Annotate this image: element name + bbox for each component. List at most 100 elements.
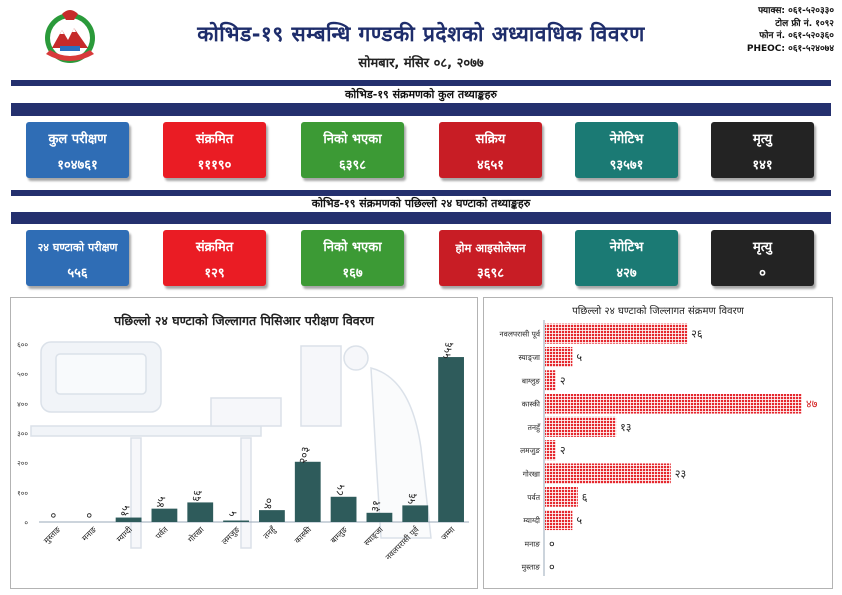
- pcr-bar: [187, 502, 214, 522]
- daily-home-isolation-card: होम आइसोलेसन ३६९८: [439, 230, 542, 286]
- infection-chart-panel: पछिल्लो २४ घण्टाको जिल्लागत संक्रमण विवर…: [483, 297, 833, 589]
- page-title: कोभिड-१९ सम्बन्धि गण्डकी प्रदेशको अध्याव…: [197, 22, 645, 46]
- card-value: १२९: [204, 266, 225, 281]
- pcr-category-label: कास्की: [292, 524, 314, 546]
- divider-top: [11, 80, 831, 86]
- infection-value-label: ४७: [806, 398, 818, 411]
- infection-chart-title: पछिल्लो २४ घण्टाको जिल्लागत संक्रमण विवर…: [572, 305, 745, 317]
- total-cards: कुल परीक्षण १०४७६१ संक्रमित १११९० निको भएक…: [11, 122, 831, 186]
- card-label: कुल परीक्षण: [48, 132, 107, 147]
- daily-negative-card: नेगेटिभ ४२७: [575, 230, 678, 286]
- pcr-bar: [330, 496, 357, 522]
- pcr-bar: [294, 461, 321, 522]
- daily-infected-card: संक्रमित १२९: [163, 230, 266, 286]
- pcr-value-label: ४०: [261, 496, 276, 510]
- infection-bar: [545, 370, 556, 391]
- pcr-value-label: ५: [226, 510, 240, 518]
- pcr-value-labels: ० ० १५ ४५ ६६ ५ ४० २०३ ८५ ३१ ५६ ५५६: [47, 341, 456, 520]
- pcr-bar: [115, 517, 142, 522]
- infection-bar: [545, 346, 573, 367]
- infection-category-label: मनाङ: [525, 539, 541, 548]
- infection-value-label: २३: [675, 467, 686, 480]
- infection-bar: [545, 416, 617, 437]
- total-deaths-card: मृत्यु १४१: [711, 122, 814, 178]
- card-label: नेगेटिभ: [609, 132, 644, 147]
- contact-pheoc: PHEOC: ०६१-५२४०७४: [746, 43, 834, 54]
- pcr-category-label: पर्वत: [153, 524, 170, 541]
- card-value: १६७: [342, 266, 363, 281]
- pcr-value-label: ४५: [154, 495, 169, 509]
- pcr-bar: [402, 505, 429, 522]
- lab-illustration: [30, 341, 432, 549]
- card-value: ६३९८: [338, 158, 367, 173]
- pcr-y-tick-label: ५००: [17, 371, 28, 379]
- infection-bars: [545, 323, 802, 531]
- pcr-value-label: ०: [82, 511, 96, 519]
- infection-category-label: मुस्ताङ: [522, 563, 541, 573]
- pcr-test-chart: पछिल्लो २४ घण्टाको जिल्लागत पिसिआर परीक्…: [17, 313, 469, 563]
- pcr-value-label: १५: [118, 504, 133, 518]
- pcr-category-label: गोरखा: [186, 524, 207, 545]
- card-label: मृत्यु: [752, 132, 773, 147]
- daily-tests-card: २४ घण्टाको परीक्षण ५५६: [26, 230, 129, 286]
- contact-toll-free: टोल फ्री नं. १०९२: [775, 18, 834, 29]
- infection-bar: [545, 440, 556, 461]
- pcr-category-label: मुस्ताङ: [42, 524, 64, 546]
- pcr-category-label: बाग्लुङ: [329, 524, 350, 545]
- pcr-category-label: लमजुङ: [220, 524, 243, 547]
- card-value: ४६५१: [476, 158, 505, 173]
- infection-value-label: २: [560, 374, 566, 387]
- pcr-bar: [223, 520, 249, 522]
- infection-category-label: नवलपरासी पूर्व: [499, 330, 541, 340]
- card-value: १४१: [752, 158, 773, 173]
- card-value: १०४७६१: [57, 158, 98, 173]
- infection-category-label: म्याग्दी: [523, 516, 541, 525]
- infection-value-label: ६: [582, 491, 588, 504]
- daily-cards: २४ घण्टाको परीक्षण ५५६ संक्रमित १२९ निको भ…: [11, 230, 831, 294]
- divider-daily-bottom: [11, 212, 831, 224]
- pcr-value-label: ३१: [369, 499, 384, 513]
- pcr-category-label: मनाङ: [80, 524, 99, 543]
- pcr-y-tick-label: ०: [24, 519, 28, 527]
- report-date: सोमबार, मंसिर ०८, २०७७: [358, 56, 484, 71]
- card-value: १११९०: [197, 158, 232, 173]
- pcr-y-tick-label: ६००: [17, 341, 28, 349]
- contact-fax: फ्याक्स: ०६१-५२०३३०: [758, 6, 834, 16]
- total-section-title: कोभिड-१९ संक्रमणको कुल तथ्याङ्कहरु: [11, 87, 831, 103]
- daily-deaths-card: मृत्यु ०: [711, 230, 814, 286]
- pcr-bar: [438, 357, 464, 522]
- pcr-bar: [366, 512, 393, 522]
- infection-value-label: ५: [576, 351, 582, 364]
- total-infected-card: संक्रमित १११९०: [163, 122, 266, 178]
- pcr-value-label: ८५: [333, 483, 348, 497]
- infection-category-label: पर्वत: [527, 493, 540, 502]
- infection-category-label: तनहुँ: [528, 423, 542, 433]
- infection-bar: [545, 486, 578, 507]
- card-value: ९३५७१: [609, 158, 644, 173]
- pcr-y-tick-label: २००: [17, 460, 28, 468]
- card-value: ३६९८: [476, 266, 505, 281]
- infection-chart: पछिल्लो २४ घण्टाको जिल्लागत संक्रमण विवर…: [499, 305, 818, 576]
- card-value: ४२७: [616, 266, 637, 281]
- card-label: संक्रमित: [195, 132, 234, 147]
- infection-value-label: २६: [691, 328, 703, 341]
- card-label: नेगेटिभ: [609, 240, 644, 255]
- pcr-category-label: तनहुँ: [261, 524, 279, 542]
- infection-bar: [545, 463, 671, 484]
- card-label: सक्रिय: [475, 132, 506, 147]
- pcr-value-label: ६६: [189, 489, 204, 503]
- infection-bar: [545, 510, 573, 531]
- pcr-category-label: जम्मा: [439, 524, 457, 542]
- pcr-bars: [115, 357, 464, 522]
- pcr-value-label: ०: [47, 511, 61, 519]
- infection-value-label: २: [560, 444, 566, 457]
- card-label: होम आइसोलेसन: [455, 241, 526, 255]
- infection-category-label: कास्की: [522, 400, 541, 409]
- infection-value-label: ०: [549, 561, 555, 574]
- daily-recovered-card: निको भएका १६७: [301, 230, 404, 286]
- infection-category-label: स्याङ्जा: [519, 353, 542, 362]
- pcr-bar: [151, 508, 178, 522]
- card-label: निको भएका: [323, 240, 382, 255]
- divider-middle: [11, 190, 831, 196]
